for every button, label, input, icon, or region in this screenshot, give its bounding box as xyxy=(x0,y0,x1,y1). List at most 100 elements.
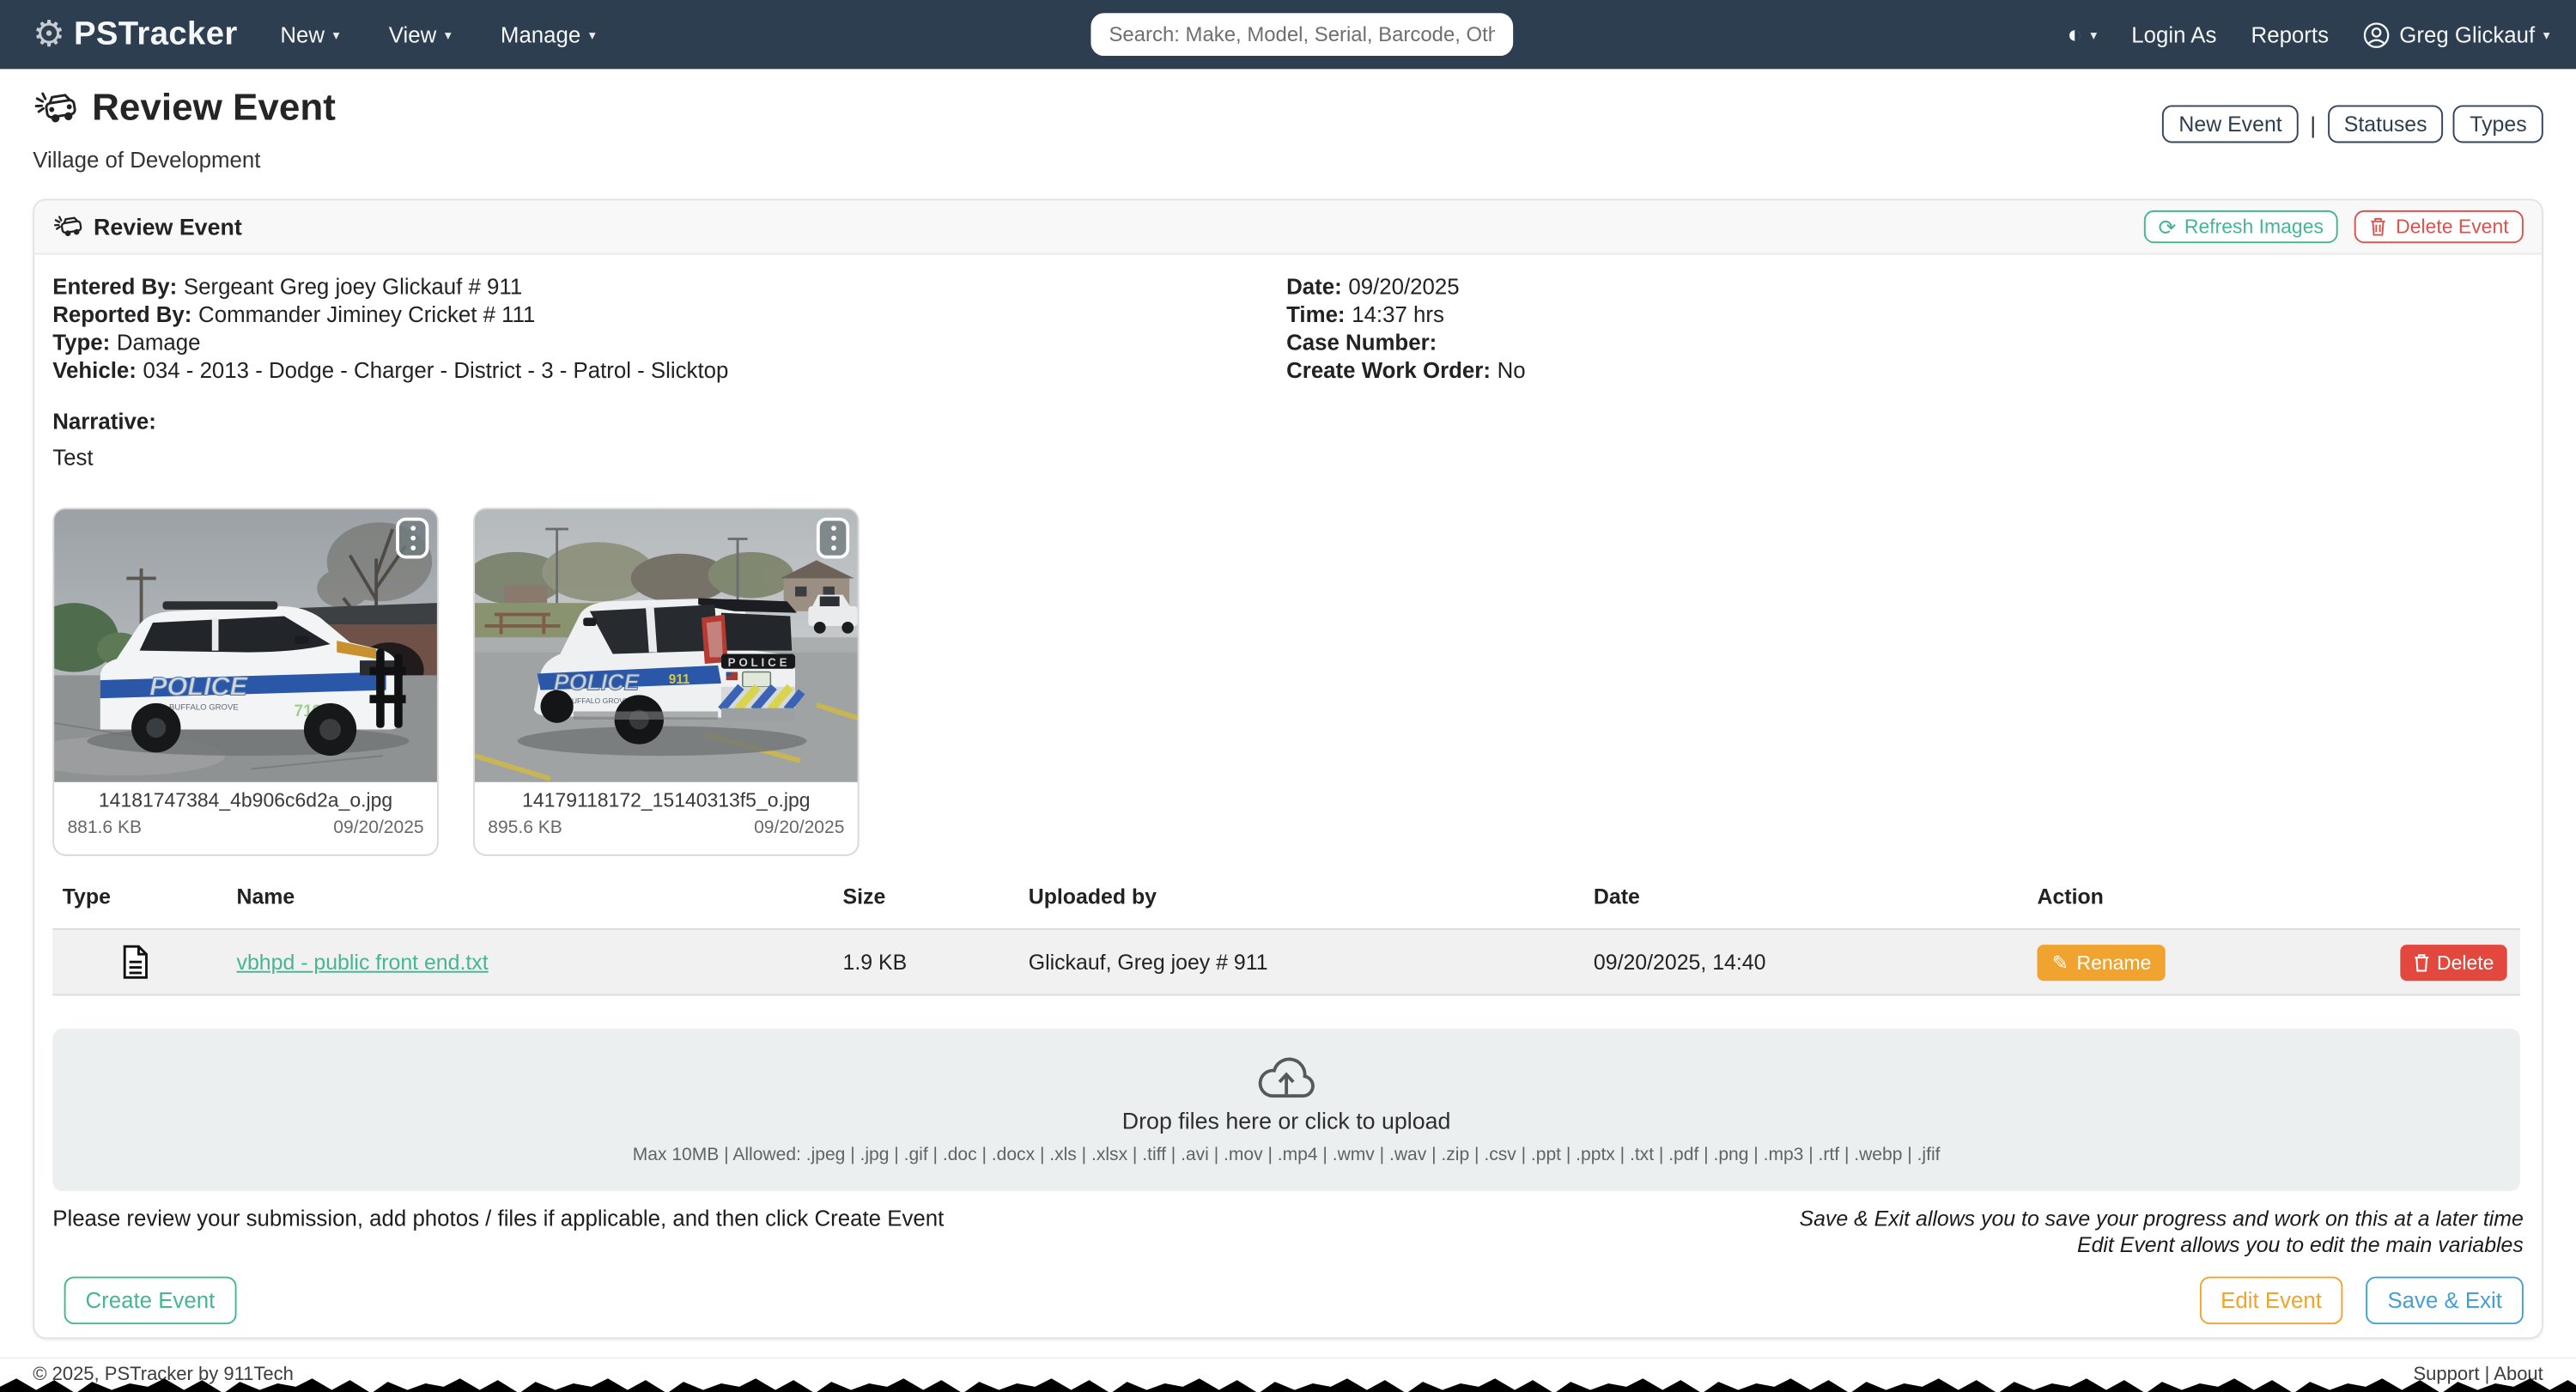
save-exit-button[interactable]: Save & Exit xyxy=(2366,1276,2524,1325)
detail-type: Type: Damage xyxy=(52,329,728,357)
image-options-button[interactable] xyxy=(396,517,429,559)
dropzone-text: Drop files here or click to upload xyxy=(1121,1106,1451,1134)
login-as-label: Login As xyxy=(2131,21,2217,47)
page-header-buttons: New Event | Statuses Types xyxy=(2162,105,2543,143)
photo-police-rear-text: POLICE xyxy=(728,656,791,669)
dot xyxy=(410,535,416,541)
nav-menus: New ▾ View ▾ Manage ▾ xyxy=(280,22,595,47)
types-button[interactable]: Types xyxy=(2453,105,2543,143)
narrative-section: Narrative: Test xyxy=(52,407,162,471)
copyright-text: © 2025, PSTracker by 911Tech xyxy=(33,1365,294,1385)
photo-police-text: POLICE xyxy=(554,670,641,696)
detail-value: 09/20/2025 xyxy=(1348,274,1460,300)
dot xyxy=(830,535,835,541)
event-photo-thumb[interactable]: POLICE BUFFALO GROVE 719 xyxy=(54,509,437,782)
page-title: Review Event xyxy=(92,85,336,129)
brand-logo[interactable]: ⚙ PSTracker xyxy=(33,15,237,53)
dot xyxy=(410,526,416,531)
detail-entered-by: Entered By: Sergeant Greg joey Glickauf #… xyxy=(52,273,728,301)
user-menu[interactable]: Greg Glickauf ▾ xyxy=(2363,21,2549,49)
delete-event-button[interactable]: Delete Event xyxy=(2354,210,2524,244)
files-table: Type Name Size Uploaded by Date Action v… xyxy=(52,878,2521,996)
col-date: Date xyxy=(1593,884,1640,909)
refresh-icon: ⟳ xyxy=(2158,214,2177,240)
new-event-button[interactable]: New Event xyxy=(2162,105,2299,143)
file-text-icon xyxy=(122,945,237,979)
file-size: 1.9 KB xyxy=(842,949,908,975)
search-container xyxy=(1091,13,1514,57)
review-instruction: Please review your submission, add photo… xyxy=(52,1206,945,1231)
page-header: Review Event Village of Development New … xyxy=(33,85,2543,173)
photo-agency-text: BUFFALO GROVE xyxy=(169,703,239,713)
rename-button[interactable]: ✎ Rename xyxy=(2037,944,2166,981)
detail-value: No xyxy=(1497,358,1526,383)
user-name-label: Greg Glickauf xyxy=(2399,21,2536,47)
rename-label: Rename xyxy=(2076,950,2152,974)
search-input[interactable] xyxy=(1091,13,1514,57)
files-table-header: Type Name Size Uploaded by Date Action xyxy=(52,878,2520,928)
detail-label: Case Number: xyxy=(1286,330,1437,356)
cloud-upload-icon xyxy=(1254,1055,1320,1102)
image-size: 881.6 KB xyxy=(67,818,143,838)
menu-new[interactable]: New ▾ xyxy=(280,22,339,47)
file-row: vbhpd - public front end.txt 1.9 KB Glic… xyxy=(52,928,2521,996)
page-footer: © 2025, PSTracker by 911Tech Support | A… xyxy=(0,1357,2576,1385)
login-as-link[interactable]: Login As xyxy=(2131,22,2216,47)
refresh-images-button[interactable]: ⟳ Refresh Images xyxy=(2143,210,2339,244)
reports-label: Reports xyxy=(2251,21,2330,47)
caret-down-icon: ▾ xyxy=(588,27,596,42)
detail-label: Type: xyxy=(52,330,111,356)
file-uploaded-by: Glickauf, Greg joey # 911 xyxy=(1028,949,1268,975)
image-card: POLICE BUFFALO GROVE 719 xyxy=(52,508,439,856)
dot xyxy=(830,526,835,531)
menu-view[interactable]: View ▾ xyxy=(389,22,452,47)
delete-file-button[interactable]: Delete xyxy=(2400,944,2507,981)
save-exit-note-line2: Edit Event allows you to edit the main v… xyxy=(2076,1231,2524,1257)
save-exit-notes: Save & Exit allows you to save your prog… xyxy=(1800,1206,2524,1258)
photo-police-text: POLICE xyxy=(149,672,249,701)
detail-label: Time: xyxy=(1286,302,1346,327)
panel-actions-row: Create Event Edit Event Save & Exit xyxy=(34,1276,2542,1343)
detail-label: Vehicle: xyxy=(52,358,137,383)
file-link[interactable]: vbhpd - public front end.txt xyxy=(236,949,489,975)
image-caption: 14179118172_15140313f5_o.jpg 895.6 KB 09… xyxy=(475,782,858,838)
event-photo-thumb[interactable]: POLICE POLICE BUFFALO GROVE 911 xyxy=(474,509,858,782)
reports-link[interactable]: Reports xyxy=(2251,22,2329,47)
car-crash-icon xyxy=(52,214,83,240)
button-separator: | xyxy=(2310,111,2317,137)
col-name: Name xyxy=(236,884,295,909)
detail-case-number: Case Number: xyxy=(1286,329,1526,357)
theme-half-circle-icon: ◐ xyxy=(2067,20,2082,49)
image-filename: 14181747384_4b906c6d2a_o.jpg xyxy=(98,788,393,812)
file-dropzone[interactable]: Drop files here or click to upload Max 1… xyxy=(52,1028,2521,1192)
detail-date: Date: 09/20/2025 xyxy=(1286,273,1526,301)
menu-manage[interactable]: Manage ▾ xyxy=(501,22,596,47)
image-size: 895.6 KB xyxy=(488,818,562,838)
col-uploaded-by: Uploaded by xyxy=(1028,884,1157,909)
col-type: Type xyxy=(62,884,111,909)
col-action: Action xyxy=(2037,884,2104,909)
panel-title-label: Review Event xyxy=(94,213,242,240)
top-navbar: ⚙ PSTracker New ▾ View ▾ Manage ▾ ◐ ▾ xyxy=(0,0,2576,70)
theme-toggle[interactable]: ◐ ▾ xyxy=(2067,22,2097,47)
delete-file-label: Delete xyxy=(2437,950,2494,974)
car-crash-icon xyxy=(33,88,79,127)
detail-value: Sergeant Greg joey Glickauf # 911 xyxy=(183,274,523,300)
detail-vehicle: Vehicle: 034 - 2013 - Dodge - Charger - D… xyxy=(52,356,728,385)
edit-event-button[interactable]: Edit Event xyxy=(2199,1276,2343,1325)
footer-links[interactable]: Support | About xyxy=(2413,1365,2543,1385)
image-card: POLICE POLICE BUFFALO GROVE 911 xyxy=(473,508,860,856)
save-exit-note-line1: Save & Exit allows you to save your prog… xyxy=(1799,1206,2524,1231)
review-event-panel: Review Event ⟳ Refresh Images Delete Eve… xyxy=(33,198,2543,1343)
col-size: Size xyxy=(842,884,886,909)
detail-label: Date: xyxy=(1286,274,1342,300)
refresh-images-label: Refresh Images xyxy=(2184,215,2324,239)
statuses-button[interactable]: Statuses xyxy=(2327,105,2444,143)
detail-reported-by: Reported By: Commander Jiminey Cricket # … xyxy=(52,301,728,329)
create-event-button[interactable]: Create Event xyxy=(64,1276,237,1325)
detail-create-work-order: Create Work Order: No xyxy=(1286,356,1526,385)
event-details-left: Entered By: Sergeant Greg joey Glickauf #… xyxy=(52,273,728,385)
image-options-button[interactable] xyxy=(816,517,850,559)
menu-view-label: View xyxy=(388,21,437,47)
image-date: 09/20/2025 xyxy=(333,818,424,838)
